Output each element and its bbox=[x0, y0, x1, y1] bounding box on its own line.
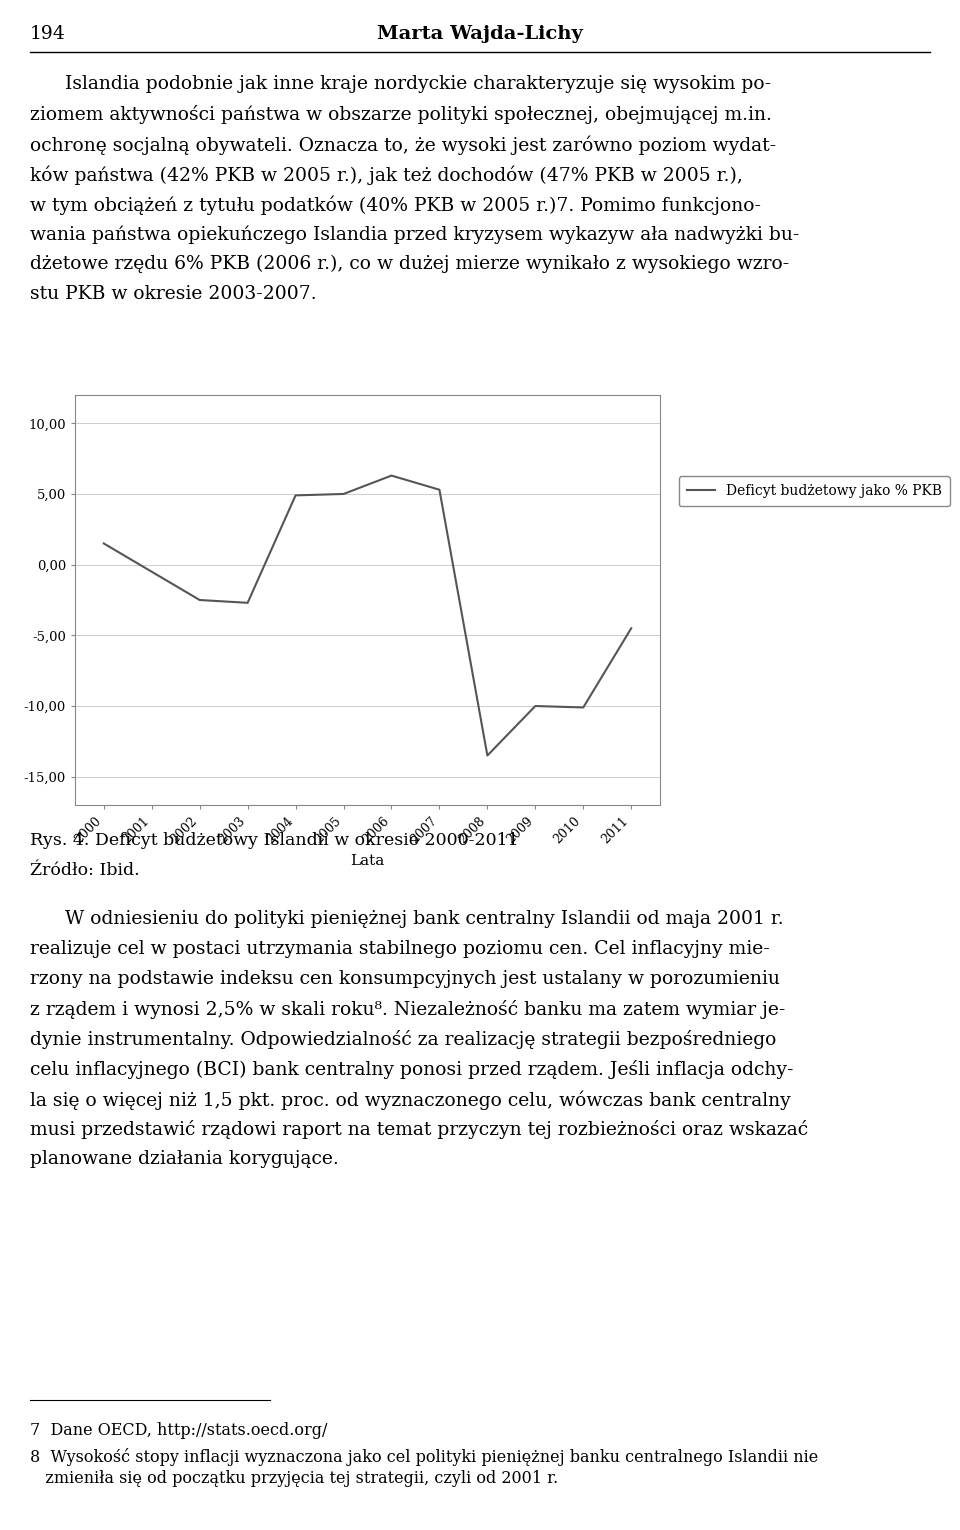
Text: musi przedstawić rządowi raport na temat przyczyn tej rozbieżności oraz wskazać: musi przedstawić rządowi raport na temat… bbox=[30, 1120, 808, 1138]
Text: 194: 194 bbox=[30, 24, 65, 43]
Text: Rys. 4. Deficyt budżetowy Islandii w okresie 2000-2011: Rys. 4. Deficyt budżetowy Islandii w okr… bbox=[30, 832, 518, 849]
Text: la się o więcej niż 1,5 pkt. proc. od wyznaczonego celu, wówczas bank centralny: la się o więcej niż 1,5 pkt. proc. od wy… bbox=[30, 1089, 791, 1109]
Text: Marta Wajda-Lichy: Marta Wajda-Lichy bbox=[377, 24, 583, 43]
Text: W odniesieniu do polityki pieniężnej bank centralny Islandii od maja 2001 r.: W odniesieniu do polityki pieniężnej ban… bbox=[65, 910, 783, 929]
Text: dżetowe rzędu 6% PKB (2006 r.), co w dużej mierze wynikało z wysokiego wzro-: dżetowe rzędu 6% PKB (2006 r.), co w duż… bbox=[30, 256, 789, 274]
Text: dynie instrumentalny. Odpowiedzialność za realizację strategii bezpośredniego: dynie instrumentalny. Odpowiedzialność z… bbox=[30, 1030, 777, 1050]
Text: rzony na podstawie indeksu cen konsumpcyjnych jest ustalany w porozumieniu: rzony na podstawie indeksu cen konsumpcy… bbox=[30, 970, 780, 988]
Text: ziomem aktywności państwa w obszarze polityki społecznej, obejmującej m.in.: ziomem aktywności państwa w obszarze pol… bbox=[30, 106, 772, 124]
Text: z rządem i wynosi 2,5% w skali roku⁸. Niezależność banku ma zatem wymiar je-: z rządem i wynosi 2,5% w skali roku⁸. Ni… bbox=[30, 1001, 785, 1019]
Text: Źródło: Ibid.: Źródło: Ibid. bbox=[30, 861, 139, 880]
Text: planowane działania korygujące.: planowane działania korygujące. bbox=[30, 1151, 339, 1167]
X-axis label: Lata: Lata bbox=[350, 854, 385, 868]
Text: w tym obciążeń z tytułu podatków (40% PKB w 2005 r.)7. Pomimo funkcjono-: w tym obciążeń z tytułu podatków (40% PK… bbox=[30, 194, 761, 214]
Text: ków państwa (42% PKB w 2005 r.), jak też dochodów (47% PKB w 2005 r.),: ków państwa (42% PKB w 2005 r.), jak też… bbox=[30, 165, 743, 185]
Text: wania państwa opiekuńczego Islandia przed kryzysem wykazyw ała nadwyżki bu-: wania państwa opiekuńczego Islandia prze… bbox=[30, 225, 800, 243]
Text: Islandia podobnie jak inne kraje nordyckie charakteryzuje się wysokim po-: Islandia podobnie jak inne kraje nordyck… bbox=[65, 75, 771, 93]
Text: 8  Wysokość stopy inflacji wyznaczona jako cel polityki pieniężnej banku central: 8 Wysokość stopy inflacji wyznaczona jak… bbox=[30, 1447, 818, 1466]
Text: celu inflacyjnego (BCI) bank centralny ponosi przed rządem. Jeśli inflacja odchy: celu inflacyjnego (BCI) bank centralny p… bbox=[30, 1060, 794, 1079]
Legend: Deficyt budżetowy jako % PKB: Deficyt budżetowy jako % PKB bbox=[679, 476, 950, 506]
Text: 7  Dane OECD, http://stats.oecd.org/: 7 Dane OECD, http://stats.oecd.org/ bbox=[30, 1421, 327, 1440]
Text: realizuje cel w postaci utrzymania stabilnego poziomu cen. Cel inflacyjny mie-: realizuje cel w postaci utrzymania stabi… bbox=[30, 939, 770, 958]
Text: ochronę socjalną obywateli. Oznacza to, że wysoki jest zarówno poziom wydat-: ochronę socjalną obywateli. Oznacza to, … bbox=[30, 135, 776, 155]
Text: zmieniła się od początku przyjęcia tej strategii, czyli od 2001 r.: zmieniła się od początku przyjęcia tej s… bbox=[30, 1470, 559, 1487]
Text: stu PKB w okresie 2003-2007.: stu PKB w okresie 2003-2007. bbox=[30, 285, 317, 303]
